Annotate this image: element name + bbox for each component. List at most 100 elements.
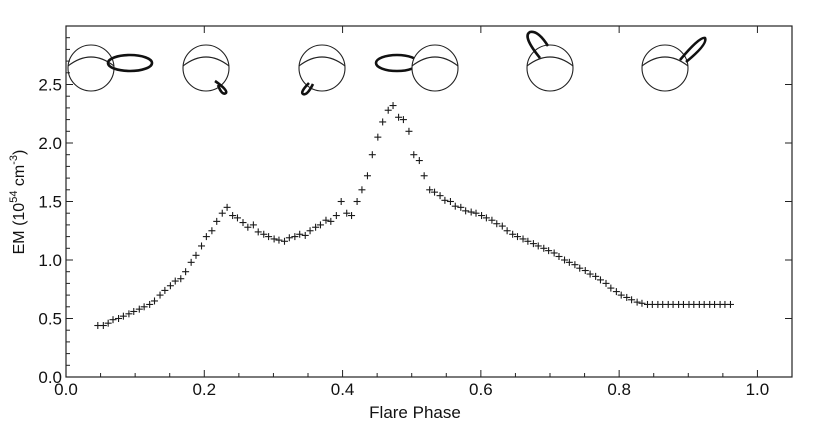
data-point bbox=[374, 133, 382, 141]
data-point bbox=[488, 216, 496, 224]
data-point bbox=[348, 212, 356, 220]
data-point bbox=[260, 230, 268, 238]
data-point bbox=[581, 267, 589, 275]
data-point bbox=[218, 209, 226, 217]
data-point bbox=[322, 216, 330, 224]
data-point bbox=[306, 227, 314, 235]
data-point bbox=[312, 223, 320, 231]
data-point bbox=[503, 227, 511, 235]
data-point bbox=[327, 217, 335, 225]
data-point bbox=[140, 303, 148, 311]
data-point bbox=[233, 214, 241, 222]
data-point bbox=[426, 186, 434, 194]
y-axis: 0.0 0.5 1.0 1.5 2.0 2.5 bbox=[38, 37, 792, 387]
data-point bbox=[498, 222, 506, 230]
x-tick-label: 0.8 bbox=[607, 380, 631, 399]
data-point bbox=[384, 106, 392, 114]
data-point bbox=[467, 208, 475, 216]
data-point bbox=[156, 291, 164, 299]
data-point bbox=[151, 297, 159, 305]
data-point bbox=[565, 258, 573, 266]
y-tick-label: 0.0 bbox=[38, 368, 62, 387]
data-point bbox=[296, 230, 304, 238]
data-point bbox=[462, 207, 470, 215]
data-point bbox=[602, 279, 610, 287]
data-point bbox=[332, 212, 340, 220]
x-tick-label: 1.0 bbox=[746, 380, 770, 399]
data-point bbox=[379, 118, 387, 126]
star-loop-icon-1 bbox=[67, 44, 154, 92]
data-point bbox=[617, 291, 625, 299]
data-point bbox=[109, 316, 117, 324]
data-point bbox=[436, 192, 444, 200]
data-point bbox=[104, 319, 112, 327]
y-axis-title-exp1: 54 bbox=[8, 191, 20, 203]
data-point bbox=[405, 127, 413, 135]
data-point bbox=[301, 231, 309, 239]
data-point bbox=[135, 305, 143, 313]
x-axis: 0.0 0.2 0.4 0.6 0.8 1.0 bbox=[54, 26, 769, 399]
data-point bbox=[586, 270, 594, 278]
data-point bbox=[431, 188, 439, 196]
y-axis-title-exp2: -3 bbox=[8, 155, 20, 165]
data-point bbox=[285, 234, 293, 242]
data-point bbox=[275, 236, 283, 244]
data-point bbox=[628, 296, 636, 304]
data-point bbox=[399, 116, 407, 124]
data-point bbox=[415, 157, 423, 165]
data-series bbox=[94, 102, 734, 330]
data-point bbox=[607, 284, 615, 292]
data-point bbox=[223, 203, 231, 211]
data-point bbox=[555, 252, 563, 260]
data-point bbox=[633, 298, 641, 306]
data-point bbox=[358, 186, 366, 194]
x-axis-title: Flare Phase bbox=[369, 403, 461, 422]
data-point bbox=[519, 235, 527, 243]
data-point bbox=[254, 228, 262, 236]
data-point bbox=[208, 227, 216, 235]
x-tick-label: 0.0 bbox=[54, 380, 78, 399]
data-point bbox=[571, 261, 579, 269]
data-point bbox=[125, 310, 133, 318]
data-point bbox=[213, 217, 221, 225]
data-point bbox=[540, 244, 548, 252]
data-point bbox=[337, 198, 345, 205]
y-tick-label: 1.0 bbox=[38, 251, 62, 270]
data-point bbox=[353, 198, 361, 205]
data-point bbox=[389, 102, 397, 110]
data-point bbox=[99, 322, 107, 330]
data-point bbox=[171, 277, 179, 285]
data-point bbox=[612, 288, 620, 296]
data-point bbox=[478, 212, 486, 220]
data-point bbox=[395, 113, 403, 121]
data-point bbox=[270, 235, 278, 243]
y-axis-title-close: ) bbox=[11, 150, 28, 155]
data-point bbox=[368, 151, 376, 159]
data-point bbox=[192, 251, 200, 259]
data-point bbox=[291, 233, 299, 241]
data-point bbox=[198, 242, 206, 250]
data-point bbox=[592, 272, 600, 280]
data-point bbox=[177, 275, 185, 283]
data-point bbox=[638, 299, 646, 307]
data-point bbox=[726, 300, 734, 308]
data-point bbox=[545, 247, 553, 255]
data-point bbox=[576, 264, 584, 272]
data-point bbox=[410, 151, 418, 159]
data-point bbox=[446, 198, 454, 205]
data-point bbox=[280, 237, 288, 245]
x-tick-label: 0.4 bbox=[331, 380, 355, 399]
y-tick-label: 2.5 bbox=[38, 76, 62, 95]
y-tick-label: 0.5 bbox=[38, 310, 62, 329]
data-point bbox=[451, 202, 459, 210]
data-point bbox=[524, 237, 532, 245]
data-point bbox=[561, 256, 569, 264]
y-axis-title-mid: cm bbox=[11, 165, 28, 191]
data-point bbox=[420, 172, 428, 180]
star-loop-icon-3 bbox=[298, 44, 346, 96]
data-point bbox=[119, 312, 127, 320]
star-loop-icon-4 bbox=[374, 44, 459, 92]
data-point bbox=[249, 221, 257, 229]
data-point bbox=[472, 209, 480, 217]
